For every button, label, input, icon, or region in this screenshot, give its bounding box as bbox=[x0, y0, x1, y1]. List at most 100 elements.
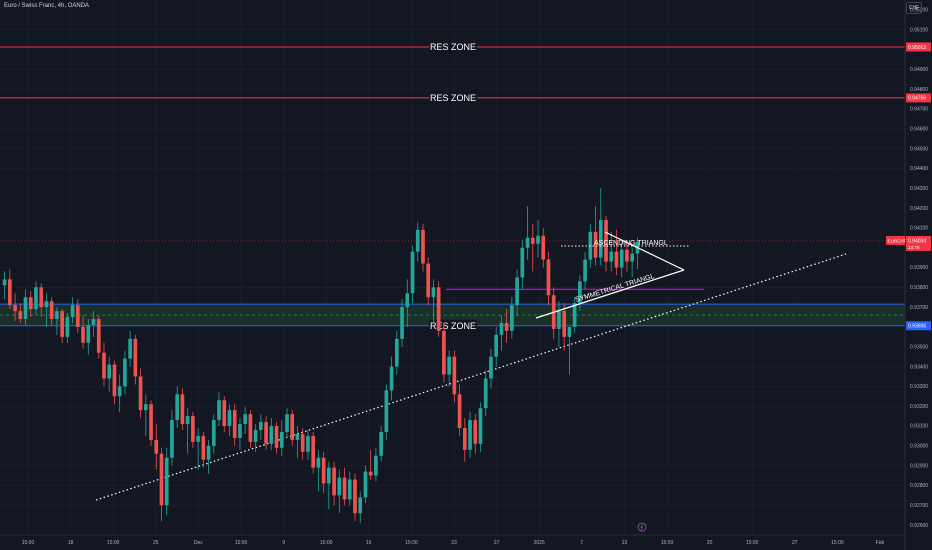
candle-body bbox=[81, 326, 85, 343]
candle-body bbox=[353, 479, 357, 514]
candle-body bbox=[625, 249, 629, 262]
candle-body bbox=[117, 386, 122, 397]
candle-body bbox=[259, 422, 263, 430]
candle-body bbox=[91, 319, 96, 325]
candle-body bbox=[311, 435, 315, 468]
x-tick-label: 15:00 bbox=[22, 540, 35, 546]
candle-body bbox=[248, 414, 253, 442]
candle-body bbox=[363, 471, 368, 498]
candle-body bbox=[13, 305, 17, 312]
currency-button[interactable]: CHF bbox=[906, 2, 922, 14]
candle-body bbox=[70, 305, 75, 318]
candle-body bbox=[227, 410, 232, 427]
current-price-text: 0.94034 bbox=[908, 238, 926, 244]
x-tick-label: 16 bbox=[366, 540, 372, 546]
x-tick-label: 15:00 bbox=[831, 540, 844, 546]
candle-body bbox=[452, 356, 457, 395]
candle-body bbox=[327, 467, 331, 484]
x-tick-label: 15:00 bbox=[235, 540, 248, 546]
symbol-label-box bbox=[886, 235, 905, 245]
candle-body bbox=[442, 330, 446, 375]
candle-body bbox=[578, 281, 582, 304]
candle-body bbox=[405, 293, 410, 308]
candle-body bbox=[102, 352, 106, 379]
x-tick-label: 9 bbox=[282, 540, 285, 546]
candle-body bbox=[457, 394, 462, 428]
candle-body bbox=[593, 231, 598, 258]
y-tick-label: 0.94600 bbox=[910, 126, 928, 132]
y-tick-label: 0.95100 bbox=[910, 27, 928, 33]
candle-body bbox=[191, 416, 195, 442]
y-tick-label: 0.94100 bbox=[910, 226, 928, 232]
candle-body bbox=[138, 376, 143, 411]
candle-body bbox=[510, 305, 514, 331]
candle-body bbox=[536, 235, 540, 244]
candle-body bbox=[217, 400, 221, 421]
x-tick-label: 15:00 bbox=[746, 540, 759, 546]
candle-body bbox=[358, 497, 363, 514]
y-tick-label: 0.94200 bbox=[910, 206, 928, 212]
candle-body bbox=[541, 235, 546, 260]
x-tick-label: Feb bbox=[876, 540, 885, 546]
candle-body bbox=[431, 287, 436, 298]
candle-body bbox=[60, 311, 64, 337]
replay-button[interactable] bbox=[637, 522, 647, 532]
price-axis[interactable]: 0.92600 0.92700 0.92800 0.92900 0.93000 0.931… bbox=[904, 0, 932, 550]
y-tick-label: 0.93100 bbox=[910, 424, 928, 430]
candle-body bbox=[374, 455, 378, 476]
candle-body bbox=[483, 378, 488, 409]
x-tick-label: 15:00 bbox=[661, 540, 674, 546]
time-axis[interactable]: 15:00 18 15:00 25 Dec 15:00 9 15:00 16 15:00 23 27 2… bbox=[0, 534, 905, 546]
candle-body bbox=[489, 356, 493, 379]
y-tick-label: 0.95200 bbox=[910, 8, 928, 14]
candle-body bbox=[614, 251, 619, 268]
y-tick-label: 0.94800 bbox=[910, 87, 928, 93]
candle-body bbox=[368, 471, 373, 476]
candle-body bbox=[75, 305, 80, 327]
y-tick-label: 0.93400 bbox=[910, 364, 928, 370]
price-label-text: 0.93606 bbox=[908, 324, 926, 330]
candle-body bbox=[211, 420, 216, 446]
candle-body bbox=[269, 426, 274, 444]
y-tick-label: 0.93500 bbox=[910, 344, 928, 350]
y-tick-label: 0.93900 bbox=[910, 265, 928, 271]
candle-body bbox=[196, 435, 200, 442]
y-tick-label: 0.93800 bbox=[910, 285, 928, 291]
y-tick-label: 0.93200 bbox=[910, 404, 928, 410]
candle-body bbox=[34, 287, 38, 310]
candle-body bbox=[96, 319, 101, 353]
candle-body bbox=[274, 426, 279, 448]
candle-body bbox=[28, 297, 33, 310]
x-tick-label: 15:00 bbox=[107, 540, 120, 546]
candle-body bbox=[222, 400, 227, 427]
candle-body bbox=[609, 251, 614, 262]
y-tick-label: 0.93700 bbox=[910, 305, 928, 311]
price-label-text: 0.95013 bbox=[908, 45, 926, 51]
level-label-bg bbox=[429, 319, 477, 331]
candle-body bbox=[410, 251, 415, 294]
x-tick-label: 15:00 bbox=[320, 540, 333, 546]
candle-body bbox=[8, 279, 12, 306]
candle-body bbox=[264, 422, 268, 444]
x-tick-label: 13 bbox=[622, 540, 628, 546]
level-label: RES ZONE bbox=[430, 93, 476, 103]
candle-body bbox=[321, 457, 326, 484]
candle-body bbox=[279, 431, 284, 448]
candle-body bbox=[473, 420, 478, 444]
price-label-text: 0.94756 bbox=[908, 96, 926, 102]
candle-body bbox=[180, 394, 185, 425]
candle-body bbox=[300, 433, 305, 452]
candle-body bbox=[504, 322, 509, 331]
candle-body bbox=[546, 259, 551, 296]
y-tick-label: 0.92600 bbox=[910, 523, 928, 529]
y-tick-label: 0.94500 bbox=[910, 146, 928, 152]
price-label-box bbox=[906, 42, 931, 52]
candle-body bbox=[562, 311, 567, 337]
candle-body bbox=[525, 237, 530, 248]
candle-body bbox=[468, 420, 472, 450]
x-tick-label: 20 bbox=[707, 540, 713, 546]
candle-body bbox=[462, 428, 467, 450]
x-tick-label: 25 bbox=[153, 540, 159, 546]
candle-body bbox=[159, 453, 164, 506]
